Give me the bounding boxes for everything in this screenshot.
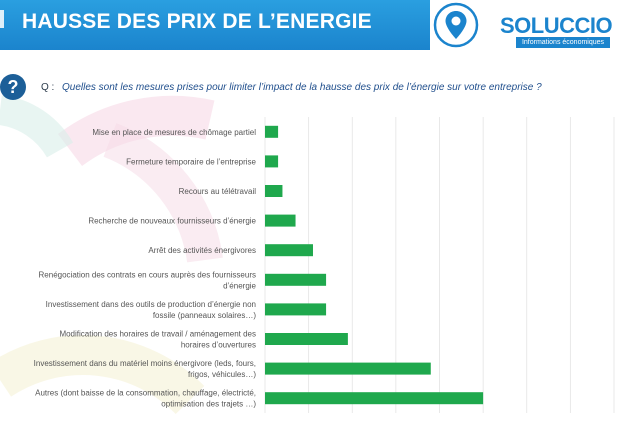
question-mark-icon: ? <box>0 74 26 100</box>
category-label-line: Fermeture temporaire de l’entreprise <box>126 157 256 166</box>
category-label-line: Arrêt des activités énergivores <box>148 246 256 255</box>
category-label-line: Investissement dans des outils de produc… <box>46 300 256 309</box>
category-label-line: Recherche de nouveaux fournisseurs d’éne… <box>88 217 256 226</box>
category-label-line: Mise en place de mesures de chômage part… <box>92 128 256 137</box>
category-label: Arrêt des activités énergivores <box>148 246 256 255</box>
category-label-line: Renégociation des contrats en cours aupr… <box>39 270 256 279</box>
category-label-line: Autres (dont baisse de la consommation, … <box>35 389 256 398</box>
bar <box>265 185 283 197</box>
question-text: Quelles sont les mesures prises pour lim… <box>62 82 542 93</box>
category-label: Renégociation des contrats en cours aupr… <box>39 270 257 290</box>
category-label: Autres (dont baisse de la consommation, … <box>35 389 256 409</box>
bar <box>265 333 348 345</box>
category-label-line: Recours au télétravail <box>179 187 257 196</box>
category-label-line: optimisation des trajets …) <box>161 400 256 409</box>
category-label-line: Investissement dans du matériel moins én… <box>34 359 256 368</box>
brand-name: SOLUCCIO <box>500 13 613 38</box>
category-label: Recours au télétravail <box>179 187 257 196</box>
bar <box>265 392 484 405</box>
category-label-line: frigos, véhicules…) <box>188 370 256 379</box>
page-title: HAUSSE DES PRIX DE L’ENERGIE <box>22 10 372 33</box>
bar <box>265 125 279 138</box>
question-prefix: Q : <box>41 82 55 93</box>
bar <box>265 362 431 375</box>
brand-tagline: Informations économiques <box>516 37 610 48</box>
category-label-line: Modification des horaires de travail / a… <box>59 330 256 339</box>
header-marker <box>0 10 4 28</box>
bar <box>265 273 327 286</box>
bar <box>265 244 313 257</box>
category-label: Investissement dans des outils de produc… <box>46 300 257 320</box>
bar <box>265 214 296 227</box>
bar <box>265 303 327 316</box>
category-label: Mise en place de mesures de chômage part… <box>92 128 256 137</box>
category-label: Modification des horaires de travail / a… <box>59 330 256 350</box>
category-label: Investissement dans du matériel moins én… <box>34 359 257 379</box>
bar <box>265 155 279 168</box>
category-label-line: horaires d’ouvertures <box>181 341 256 350</box>
location-pin-icon <box>433 2 479 48</box>
category-label-line: fossile (panneaux solaires…) <box>153 311 256 320</box>
category-label-line: d’énergie <box>223 281 256 290</box>
category-label: Recherche de nouveaux fournisseurs d’éne… <box>88 217 256 226</box>
category-label: Fermeture temporaire de l’entreprise <box>126 157 256 166</box>
